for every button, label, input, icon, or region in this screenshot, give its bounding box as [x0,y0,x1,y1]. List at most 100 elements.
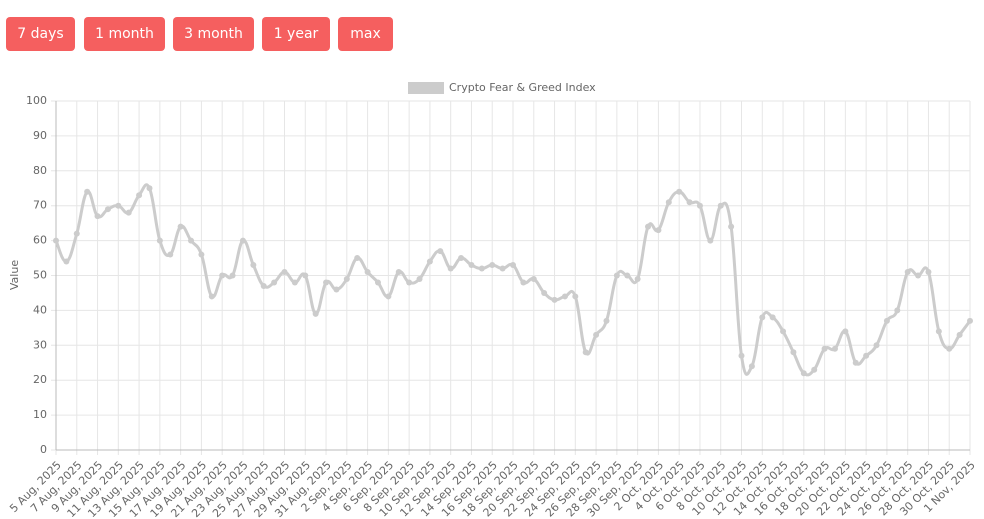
data-point [94,213,101,220]
data-point [208,293,215,300]
data-point [188,237,195,244]
data-point [530,275,537,282]
data-point [271,279,278,286]
data-point [333,286,340,293]
data-point [842,328,849,335]
data-point [385,293,392,300]
range-button[interactable]: 7 days [6,17,75,51]
data-point [323,279,330,286]
data-point [312,310,319,317]
data-point [748,363,755,370]
data-point [780,328,787,335]
data-point [915,272,922,279]
data-point [447,265,454,272]
data-point [146,185,153,192]
y-tick-label: 10 [33,408,47,421]
data-point [665,199,672,206]
y-tick-label: 60 [33,234,47,247]
data-point [406,279,413,286]
data-point [354,255,361,262]
data-point [437,248,444,255]
data-point [416,275,423,282]
data-point [811,366,818,373]
data-point [821,345,828,352]
data-point [582,349,589,356]
data-point [967,317,973,324]
range-button[interactable]: 1 month [84,17,165,51]
data-point [510,262,516,269]
data-point [302,272,309,279]
legend-label: Crypto Fear & Greed Index [449,81,596,94]
data-point [686,199,693,206]
data-point [676,188,683,195]
data-point [624,272,631,279]
data-point [852,359,859,366]
data-point [478,265,485,272]
data-point [831,345,838,352]
data-point [395,269,402,276]
range-button[interactable]: 3 month [173,17,254,51]
data-point [260,282,267,289]
data-point [115,202,122,209]
data-point [53,237,59,244]
data-point [520,279,527,286]
data-point [728,223,735,230]
y-tick-label: 90 [33,129,47,142]
y-tick-label: 20 [33,373,47,386]
data-point [696,202,703,209]
data-point [219,272,226,279]
y-tick-label: 50 [33,269,47,282]
y-tick-label: 70 [33,199,47,212]
data-point [343,275,350,282]
data-point [489,262,496,269]
data-point [873,342,880,349]
data-point [572,293,579,300]
data-point [374,279,381,286]
y-tick-label: 100 [26,94,47,107]
data-point [634,275,641,282]
data-point [499,265,506,272]
y-tick-label: 80 [33,164,47,177]
data-point [125,209,132,216]
data-point [904,269,911,276]
data-point [551,296,558,303]
data-point [426,258,433,265]
legend-swatch [408,82,444,94]
data-point [291,279,298,286]
range-button[interactable]: max [338,17,393,51]
data-point [603,317,610,324]
data-point [883,317,890,324]
data-point [458,255,465,262]
data-point [800,370,807,377]
y-axis-title: Value [8,260,21,290]
data-point [935,328,942,335]
data-point [759,314,766,321]
data-point [613,272,620,279]
data-point [239,237,246,244]
data-point [177,223,184,230]
data-point [73,230,80,237]
range-button[interactable]: 1 year [262,17,330,51]
data-point [229,272,236,279]
data-point [136,192,143,199]
data-point [281,269,288,276]
data-point [167,251,174,258]
data-point [561,293,568,300]
data-point [468,262,475,269]
data-point [738,352,745,359]
data-point [894,307,901,314]
y-tick-label: 30 [33,338,47,351]
data-point [541,289,548,296]
data-point [84,188,91,195]
data-point [198,251,205,258]
data-point [946,345,953,352]
data-point [645,223,652,230]
data-point [63,258,70,265]
y-tick-label: 40 [33,303,47,316]
data-point [925,269,932,276]
data-point [364,269,371,276]
data-point [790,349,797,356]
data-point [717,202,724,209]
